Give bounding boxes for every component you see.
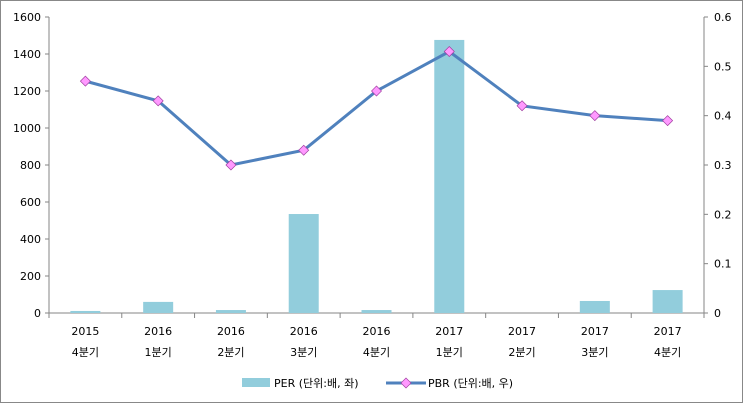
x-tick-label-year: 2017 [654, 325, 682, 338]
legend-per-swatch [242, 378, 270, 387]
legend-pbr-marker [400, 377, 412, 389]
x-tick-label-year: 2017 [435, 325, 463, 338]
left-tick-label: 200 [20, 270, 41, 283]
right-tick-label: 0.6 [714, 11, 732, 24]
x-tick-label-quarter: 1분기 [145, 346, 172, 359]
x-tick-label-year: 2016 [217, 325, 245, 338]
left-tick-label: 400 [20, 233, 41, 246]
x-tick-label-quarter: 3분기 [581, 346, 608, 359]
left-tick-label: 600 [20, 196, 41, 209]
pbr-marker [152, 95, 164, 107]
right-tick-label: 0.3 [714, 159, 732, 172]
pbr-marker [79, 75, 91, 87]
x-tick-label-quarter: 4분기 [363, 346, 390, 359]
pbr-marker [443, 46, 455, 58]
left-tick-label: 1200 [13, 85, 41, 98]
left-tick-label: 800 [20, 159, 41, 172]
x-tick-label-year: 2017 [581, 325, 609, 338]
per-bar [288, 214, 319, 313]
right-tick-label: 0.5 [714, 60, 732, 73]
x-tick-label-quarter: 1분기 [436, 346, 463, 359]
per-bar [70, 310, 101, 313]
pbr-marker [225, 159, 237, 171]
pbr-marker [516, 100, 528, 112]
per-bar [361, 310, 392, 313]
x-tick-label-year: 2016 [144, 325, 172, 338]
right-tick-label: 0 [714, 307, 721, 320]
left-tick-label: 1600 [13, 11, 41, 24]
right-tick-label: 0.2 [714, 208, 732, 221]
left-tick-label: 1000 [13, 122, 41, 135]
pbr-marker [662, 115, 674, 127]
pbr-line [84, 49, 668, 167]
per-bar [143, 301, 174, 313]
pbr-marker [589, 110, 601, 122]
per-bar [652, 290, 683, 313]
x-tick-label-year: 2016 [363, 325, 391, 338]
x-tick-label-year: 2015 [71, 325, 99, 338]
legend-pbr-label: PBR (단위:배, 우) [428, 377, 513, 390]
legend-per-label: PER (단위:배, 좌) [274, 377, 359, 390]
x-tick-label-quarter: 2분기 [217, 346, 244, 359]
x-tick-label-year: 2017 [508, 325, 536, 338]
x-tick-label-year: 2016 [290, 325, 318, 338]
x-tick-label-quarter: 2분기 [508, 346, 535, 359]
right-tick-label: 0.1 [714, 258, 732, 271]
left-tick-label: 1400 [13, 48, 41, 61]
per-bar [215, 310, 246, 313]
right-tick-label: 0.4 [714, 110, 732, 123]
pbr-marker [298, 144, 310, 156]
per-bar [434, 39, 465, 313]
pbr-marker [371, 85, 382, 97]
x-tick-label-quarter: 4분기 [72, 346, 99, 359]
per-bar [579, 300, 610, 313]
left-tick-label: 0 [34, 307, 41, 320]
x-tick-label-quarter: 4분기 [654, 346, 681, 359]
x-tick-label-quarter: 3분기 [290, 346, 317, 359]
